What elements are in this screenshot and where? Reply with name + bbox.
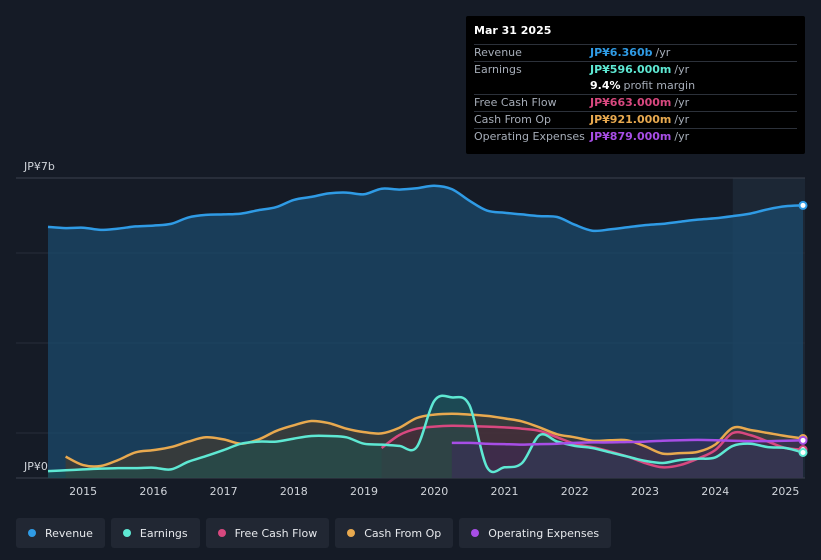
legend-item-operating-expenses[interactable]: Operating Expenses — [459, 518, 612, 548]
legend-item-label: Earnings — [139, 526, 188, 540]
x-axis-ticks: 2015 2016 2017 2018 2019 2020 2021 2022 2023 2024… — [69, 485, 799, 498]
tooltip-row-unit: /yr — [674, 113, 690, 126]
legend-dot-icon — [471, 529, 480, 537]
tooltip-row-value: 9.4% — [590, 79, 621, 92]
legend-item-revenue[interactable]: Revenue — [16, 518, 105, 548]
tooltip-row-unit: /yr — [655, 46, 671, 59]
tooltip-row-label — [474, 78, 590, 94]
operating-expenses-end-marker — [798, 435, 808, 445]
legend-item-free-cash-flow[interactable]: Free Cash Flow — [205, 518, 330, 548]
tooltip-rows: Revenue JP¥6.360b/yr Earnings JP¥596.000m/y… — [474, 44, 797, 145]
x-tick-label: 2019 — [350, 485, 378, 498]
series-areas — [48, 185, 804, 478]
tooltip-row-value: JP¥596.000m — [590, 63, 672, 76]
x-tick-label: 2020 — [420, 485, 448, 498]
tooltip-row: Earnings JP¥596.000m/yr — [474, 61, 797, 78]
cash-from-op-line — [65, 412, 804, 468]
x-tick-label: 2015 — [69, 485, 97, 498]
legend-dot-icon — [347, 529, 356, 537]
series-end-markers — [798, 200, 808, 457]
earnings-line — [47, 394, 804, 474]
x-tick-label: 2024 — [701, 485, 729, 498]
tooltip-row-value: JP¥663.000m — [590, 96, 672, 109]
tooltip-panel: Mar 31 2025 Revenue JP¥6.360b/yr Earnings J… — [466, 16, 805, 154]
tooltip-row: Free Cash Flow JP¥663.000m/yr — [474, 94, 797, 111]
legend-dot-icon — [28, 529, 36, 537]
revenue-line — [47, 184, 804, 233]
tooltip-row-label: Earnings — [474, 63, 522, 76]
revenue-end-marker — [798, 200, 808, 210]
y-axis-min-label: JP¥0 — [23, 460, 48, 473]
tooltip-row-label: Free Cash Flow — [474, 96, 557, 109]
series-lines — [47, 184, 804, 474]
x-tick-label: 2016 — [139, 485, 167, 498]
legend-item-label: Cash From Op — [364, 526, 442, 540]
tooltip-row: Revenue JP¥6.360b/yr — [474, 44, 797, 61]
legend: Revenue Earnings Free Cash Flow Cash From O… — [16, 518, 612, 548]
tooltip-row-unit: /yr — [674, 96, 690, 109]
tooltip-row-unit: profit margin — [623, 79, 696, 92]
legend-dot-icon — [122, 529, 131, 537]
tooltip-date: Mar 31 2025 — [474, 24, 552, 37]
y-axis-max-label: JP¥7b — [23, 160, 55, 173]
legend-item-cash-from-op[interactable]: Cash From Op — [335, 518, 454, 548]
operating-expenses-line — [451, 438, 804, 446]
x-tick-label: 2022 — [561, 485, 589, 498]
earnings-end-marker — [798, 447, 808, 457]
tooltip-row-value: JP¥921.000m — [590, 113, 672, 126]
x-tick-label: 2018 — [280, 485, 308, 498]
legend-item-label: Operating Expenses — [488, 526, 600, 540]
legend-dot-icon — [217, 529, 226, 537]
tooltip-row-unit: /yr — [674, 130, 690, 143]
legend-item-earnings[interactable]: Earnings — [110, 518, 200, 548]
legend-item-label: Revenue — [45, 526, 93, 540]
tooltip-row-label: Revenue — [474, 46, 522, 59]
operating-expenses-area — [451, 439, 803, 478]
tooltip-row-label: Cash From Op — [474, 113, 552, 126]
x-tick-label: 2017 — [210, 485, 238, 498]
tooltip-row: 9.4% profit margin — [474, 78, 797, 94]
revenue-area — [48, 185, 803, 478]
tooltip-row: Operating Expenses JP¥879.000m/yr — [474, 128, 797, 145]
x-tick-label: 2021 — [491, 485, 519, 498]
legend-item-label: Free Cash Flow — [234, 526, 318, 540]
tooltip-row-value: JP¥6.360b — [590, 46, 653, 59]
x-tick-label: 2023 — [631, 485, 659, 498]
tooltip-row-value: JP¥879.000m — [590, 130, 672, 143]
tooltip-row: Cash From Op JP¥921.000m/yr — [474, 111, 797, 128]
tooltip-row-label: Operating Expenses — [474, 130, 585, 143]
tooltip-row-unit: /yr — [674, 63, 690, 76]
x-tick-label: 2025 — [771, 485, 799, 498]
